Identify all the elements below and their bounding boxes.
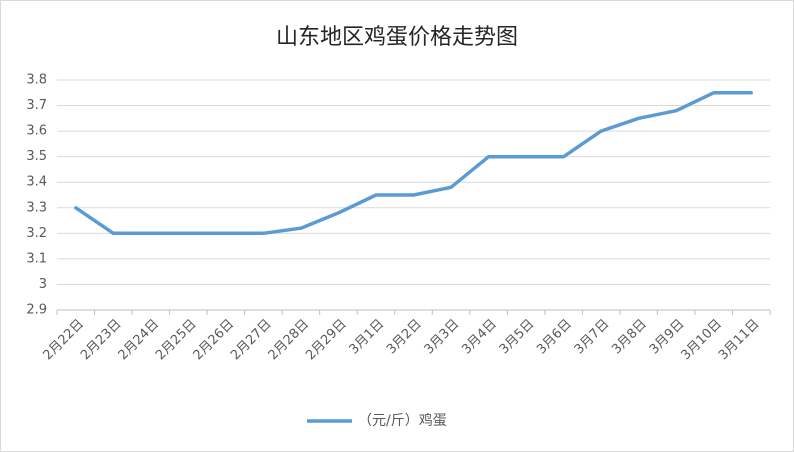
y-tick-label: 3.4: [26, 175, 47, 190]
y-tick-label: 3.2: [26, 226, 47, 241]
chart-title: 山东地区鸡蛋价格走势图: [276, 25, 518, 50]
y-tick-label: 3.1: [26, 251, 47, 266]
legend-label: （元/斤）鸡蛋: [358, 412, 447, 429]
y-tick-label: 3: [39, 277, 47, 292]
y-tick-label: 3.6: [26, 124, 47, 139]
y-tick-label: 3.8: [26, 73, 47, 88]
data-line: [74, 91, 753, 236]
y-tick-label: 3.3: [26, 200, 47, 215]
y-tick-label: 3.7: [26, 98, 47, 113]
y-tick-label: 2.9: [26, 303, 47, 318]
y-tick-label: 3.5: [26, 149, 47, 164]
